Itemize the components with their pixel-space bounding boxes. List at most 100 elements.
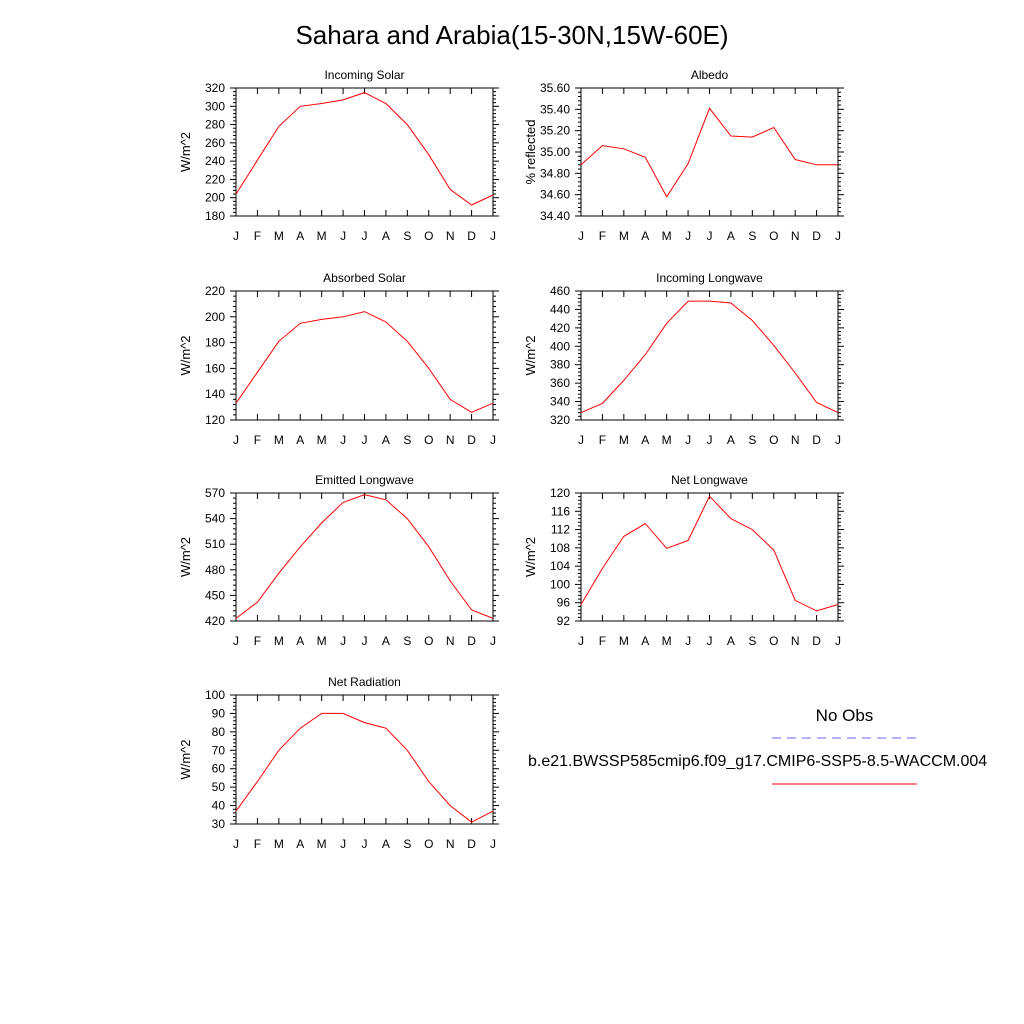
x-tick-label: F: [599, 229, 606, 243]
x-tick-label: J: [707, 229, 713, 243]
legend-case-line: [772, 783, 917, 785]
plot-frame: [235, 87, 494, 217]
y-tick-label: 100: [205, 688, 225, 702]
y-tick-label: 90: [212, 706, 226, 720]
x-tick-label: D: [812, 433, 821, 447]
x-tick-label: D: [467, 634, 476, 648]
y-tick-label: 60: [212, 762, 226, 776]
x-tick-label: J: [578, 229, 584, 243]
legend-case-label: b.e21.BWSSP585cmip6.f09_g17.CMIP6-SSP5-8…: [528, 753, 988, 770]
x-tick-label: M: [274, 634, 284, 648]
x-tick-label: N: [446, 837, 455, 851]
panel-title: Incoming Longwave: [656, 271, 763, 285]
y-tick-label: 100: [550, 577, 570, 591]
x-tick-label: A: [382, 634, 390, 648]
y-tick-label: 540: [205, 512, 225, 526]
x-tick-label: J: [233, 229, 239, 243]
x-tick-label: A: [382, 229, 390, 243]
y-axis-label: W/m^2: [523, 335, 538, 375]
y-tick-label: 96: [557, 596, 571, 610]
y-tick-label: 70: [212, 743, 226, 757]
plot-frame: [235, 290, 494, 421]
x-tick-label: S: [748, 634, 756, 648]
x-tick-label: J: [340, 837, 346, 851]
x-tick-label: J: [707, 634, 713, 648]
x-tick-label: M: [317, 837, 327, 851]
y-tick-label: 240: [205, 154, 225, 168]
y-tick-label: 340: [550, 395, 570, 409]
y-tick-label: 35.00: [540, 145, 570, 159]
y-axis-label: W/m^2: [178, 132, 193, 172]
x-tick-label: S: [403, 229, 411, 243]
y-tick-label: 160: [205, 361, 225, 375]
x-tick-label: A: [296, 229, 304, 243]
y-tick-label: 420: [550, 321, 570, 335]
x-tick-label: S: [403, 837, 411, 851]
x-tick-label: O: [769, 229, 778, 243]
x-tick-label: M: [619, 433, 629, 447]
y-tick-label: 320: [205, 81, 225, 95]
x-tick-label: M: [619, 229, 629, 243]
plot-frame: [580, 290, 839, 421]
x-tick-label: M: [274, 229, 284, 243]
y-tick-label: 40: [212, 799, 226, 813]
page-title: Sahara and Arabia(15-30N,15W-60E): [295, 20, 729, 50]
x-tick-label: A: [727, 229, 735, 243]
x-tick-label: J: [835, 229, 841, 243]
y-tick-label: 50: [212, 780, 226, 794]
x-tick-label: S: [748, 229, 756, 243]
x-tick-label: A: [727, 433, 735, 447]
series-line: [235, 712, 494, 823]
y-tick-label: 360: [550, 376, 570, 390]
x-tick-label: A: [641, 634, 649, 648]
x-tick-label: M: [317, 634, 327, 648]
x-tick-label: M: [662, 433, 672, 447]
y-tick-label: 200: [205, 310, 225, 324]
x-tick-label: N: [791, 433, 800, 447]
y-tick-label: 104: [550, 559, 570, 573]
panel-title: Incoming Solar: [324, 68, 404, 82]
x-tick-label: J: [340, 229, 346, 243]
x-tick-label: J: [685, 634, 691, 648]
x-tick-label: M: [662, 634, 672, 648]
plot-frame: [580, 87, 839, 217]
y-axis-label: % reflected: [523, 119, 538, 184]
x-tick-label: J: [578, 634, 584, 648]
x-tick-label: D: [467, 837, 476, 851]
y-tick-label: 220: [205, 284, 225, 298]
x-tick-label: J: [685, 433, 691, 447]
y-tick-label: 120: [205, 413, 225, 427]
x-tick-label: J: [362, 634, 368, 648]
x-tick-label: M: [619, 634, 629, 648]
x-tick-label: O: [424, 634, 433, 648]
y-tick-label: 280: [205, 118, 225, 132]
x-tick-label: J: [707, 433, 713, 447]
x-tick-label: J: [490, 433, 496, 447]
x-tick-label: J: [490, 634, 496, 648]
x-tick-label: F: [599, 433, 606, 447]
y-axis-label: W/m^2: [178, 537, 193, 577]
x-tick-label: D: [467, 229, 476, 243]
y-tick-label: 92: [557, 614, 571, 628]
x-tick-label: D: [812, 229, 821, 243]
x-tick-label: M: [274, 837, 284, 851]
x-tick-label: J: [490, 229, 496, 243]
series-line: [580, 495, 839, 612]
y-tick-label: 180: [205, 209, 225, 223]
panel-title: Albedo: [691, 68, 729, 82]
x-tick-label: F: [254, 433, 261, 447]
x-tick-label: A: [296, 837, 304, 851]
y-tick-label: 260: [205, 136, 225, 150]
y-tick-label: 108: [550, 541, 570, 555]
legend-obs-label: No Obs: [815, 706, 874, 725]
x-tick-label: A: [382, 837, 390, 851]
y-axis-label: W/m^2: [523, 537, 538, 577]
x-tick-label: F: [254, 837, 261, 851]
x-tick-label: J: [233, 837, 239, 851]
y-tick-label: 35.40: [540, 102, 570, 116]
x-tick-label: J: [233, 433, 239, 447]
plot-frame: [235, 492, 494, 622]
panel-title: Absorbed Solar: [323, 271, 406, 285]
